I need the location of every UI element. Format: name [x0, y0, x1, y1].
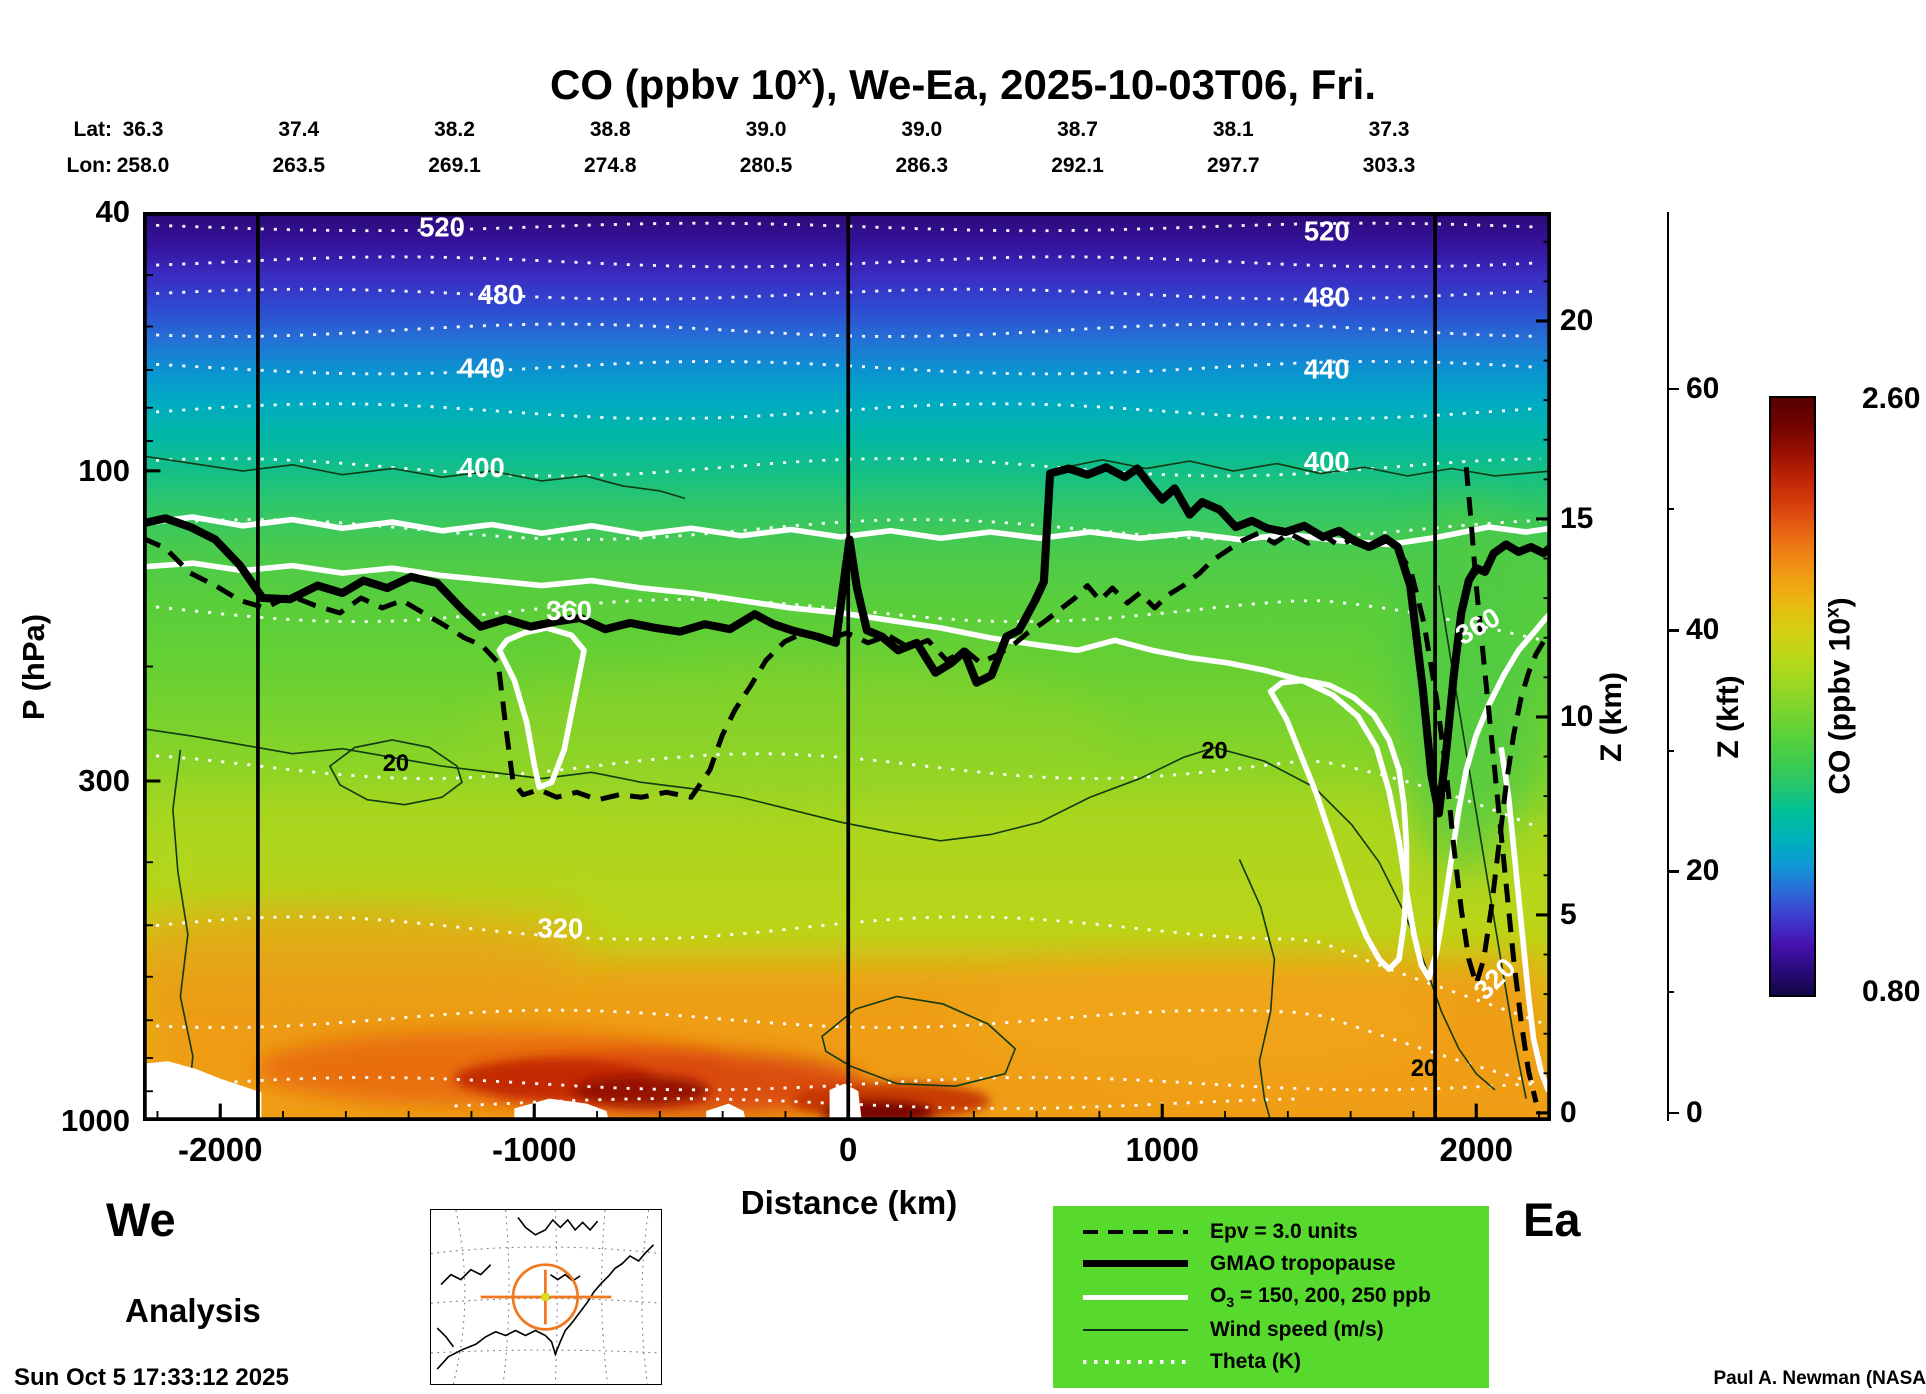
svg-text:20: 20 [1411, 1056, 1437, 1082]
lat-value: 38.7 [1057, 118, 1098, 141]
lat-value: 39.0 [745, 118, 787, 141]
timestamp: Sun Oct 5 17:33:12 2025 [14, 1364, 289, 1391]
zkft-tick [1667, 387, 1679, 391]
svg-text:520: 520 [1304, 215, 1350, 246]
svg-text:480: 480 [1304, 281, 1350, 312]
zkft-tick [1667, 629, 1679, 632]
zkft-axis-title: Z (kft) [1712, 675, 1745, 759]
legend-item: O3 = 150, 200, 250 ppb [1083, 1284, 1489, 1310]
lat-value: 37.3 [1368, 118, 1410, 141]
lat-value: 37.4 [278, 118, 320, 141]
lon-value: 286.3 [895, 154, 949, 177]
zkft-tick [1667, 1111, 1679, 1115]
legend-line-sample [1083, 1329, 1188, 1332]
legend-item-label: Epv = 3.0 units [1210, 1219, 1358, 1243]
zkm-tick-label: 10 [1560, 699, 1594, 733]
lon-value: 269.1 [428, 154, 481, 177]
legend-item: Epv = 3.0 units [1083, 1220, 1489, 1244]
lon-value: 303.3 [1362, 154, 1416, 177]
svg-text:520: 520 [419, 212, 465, 243]
distance-tick-label: 2000 [1439, 1131, 1513, 1168]
lon-value: 274.8 [583, 154, 637, 177]
colorbar-max-label: 2.60 [1862, 382, 1921, 415]
legend: Epv = 3.0 units GMAO tropopause O3 = 150, … [1053, 1206, 1489, 1388]
legend-item-label: O3 = 150, 200, 250 ppb [1210, 1283, 1431, 1311]
legend-line-sample [1083, 1229, 1188, 1234]
zkft-tick-label: 40 [1686, 613, 1720, 646]
inset-map [430, 1209, 662, 1385]
lat-value: 38.2 [434, 118, 475, 141]
pressure-tick-label: 40 [95, 194, 130, 229]
zkft-tick [1667, 991, 1674, 994]
credit: Paul A. Newman (NASA [1713, 1368, 1926, 1389]
map-coastline [436, 1216, 655, 1370]
distance-tick-label: -2000 [178, 1131, 263, 1168]
analysis-label: Analysis [125, 1292, 261, 1329]
zkft-tick [1667, 749, 1674, 752]
zkm-tick-label: 5 [1560, 897, 1577, 931]
svg-text:440: 440 [459, 352, 505, 383]
zkm-axis-title: Z (km) [1595, 672, 1628, 762]
lon-axis-label: Lon: [66, 154, 112, 177]
legend-item-label: Wind speed (m/s) [1210, 1318, 1384, 1342]
legend-item: Wind speed (m/s) [1083, 1318, 1489, 1342]
pressure-axis-title: P (hPa) [16, 613, 51, 721]
legend-line-sample [1083, 1360, 1188, 1364]
legend-item: GMAO tropopause [1083, 1252, 1489, 1276]
pressure-tick-label: 300 [78, 763, 130, 798]
lat-axis-label: Lat: [73, 118, 113, 141]
lat-value: 39.0 [901, 118, 943, 141]
distance-axis-title: Distance (km) [740, 1184, 958, 1221]
zkm-tick-label: 0 [1560, 1095, 1577, 1129]
lat-value: 36.3 [122, 118, 164, 141]
svg-text:20: 20 [383, 751, 409, 777]
svg-text:400: 400 [1304, 446, 1350, 477]
colorbar-min-label: 0.80 [1862, 975, 1921, 1008]
west-corner-label: We [106, 1193, 176, 1246]
legend-line-sample [1083, 1260, 1188, 1268]
distance-tick-label: 0 [839, 1131, 858, 1168]
zkm-tick-label: 15 [1560, 501, 1594, 535]
pressure-tick-label: 1000 [61, 1103, 130, 1138]
zkft-tick-label: 0 [1686, 1095, 1703, 1129]
pressure-tick-label: 100 [78, 452, 130, 488]
lat-value: 38.8 [589, 118, 631, 141]
svg-text:480: 480 [478, 279, 524, 310]
svg-text:360: 360 [546, 595, 592, 626]
svg-text:400: 400 [459, 452, 505, 483]
distance-tick-label: 1000 [1125, 1131, 1199, 1168]
legend-line-sample [1083, 1294, 1188, 1300]
zkft-tick-label: 60 [1686, 371, 1720, 405]
lon-value: 263.5 [272, 154, 326, 177]
legend-item: Theta (K) [1083, 1350, 1489, 1374]
chart-title: CO (ppbv 10x), We-Ea, 2025-10-03T06, Fri… [550, 60, 1376, 108]
svg-text:20: 20 [1201, 739, 1227, 765]
legend-item-label: GMAO tropopause [1210, 1251, 1396, 1275]
legend-item-label: Theta (K) [1210, 1350, 1301, 1374]
zkm-tick-label: 20 [1560, 303, 1594, 337]
lon-value: 258.0 [116, 154, 170, 177]
east-corner-label: Ea [1523, 1193, 1581, 1246]
zkft-axis-line [1667, 212, 1669, 1121]
lat-value: 38.1 [1212, 118, 1254, 141]
colorbar [1769, 396, 1816, 997]
map-location-marker [541, 1293, 550, 1301]
distance-tick-label: -1000 [492, 1131, 577, 1168]
lon-value: 280.5 [739, 154, 793, 177]
colorbar-title: CO (ppbv 10x) [1822, 597, 1857, 795]
lon-value: 292.1 [1051, 154, 1104, 177]
zkft-tick-label: 20 [1686, 854, 1720, 888]
lon-value: 297.7 [1206, 154, 1260, 177]
zkft-tick [1667, 508, 1674, 511]
zkft-tick [1667, 870, 1679, 873]
svg-text:320: 320 [538, 913, 584, 944]
svg-text:440: 440 [1304, 354, 1350, 385]
